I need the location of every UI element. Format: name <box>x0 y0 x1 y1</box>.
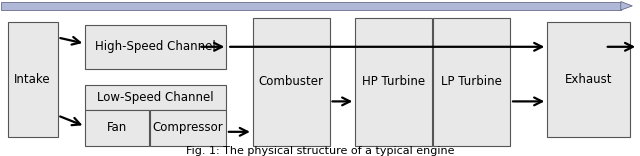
Bar <box>85 110 149 146</box>
Text: Combuster: Combuster <box>259 75 324 88</box>
Text: Compressor: Compressor <box>153 121 223 134</box>
Bar <box>85 25 226 69</box>
Bar <box>355 18 432 146</box>
Text: Fan: Fan <box>107 121 127 134</box>
Text: High-Speed Channel: High-Speed Channel <box>95 40 216 53</box>
Polygon shape <box>621 2 632 10</box>
Text: Low-Speed Channel: Low-Speed Channel <box>97 91 214 104</box>
Bar <box>253 18 330 146</box>
Text: Intake: Intake <box>14 73 51 86</box>
Bar <box>150 110 226 146</box>
Bar <box>8 22 58 137</box>
Text: HP Turbine: HP Turbine <box>362 75 425 88</box>
Bar <box>547 22 630 137</box>
Bar <box>433 18 510 146</box>
Bar <box>85 85 226 110</box>
Text: Fig. 1: The physical structure of a typical engine: Fig. 1: The physical structure of a typi… <box>186 146 454 156</box>
Bar <box>1 2 621 10</box>
Text: Exhaust: Exhaust <box>565 73 612 86</box>
Text: LP Turbine: LP Turbine <box>441 75 502 88</box>
